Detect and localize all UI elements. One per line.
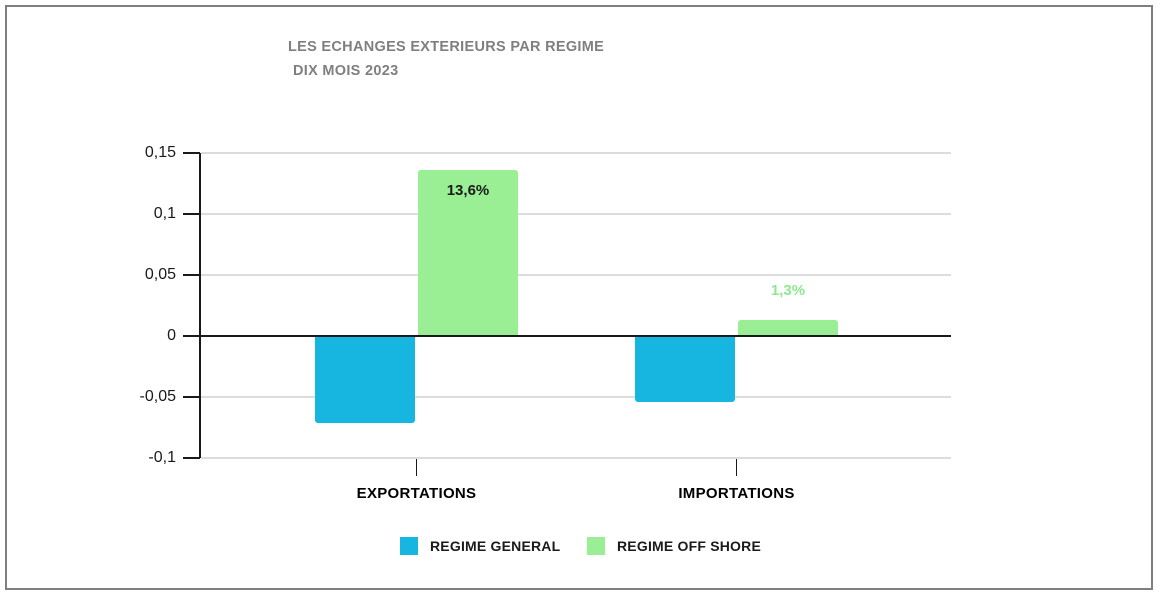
y-axis-label: -0,1	[148, 449, 176, 466]
bar-data-label-importations: 1,3%	[770, 282, 806, 300]
y-axis-label: 0,1	[153, 205, 176, 222]
legend-item-regime-general: REGIME GENERAL	[400, 536, 560, 556]
y-axis-line	[199, 153, 201, 458]
bar-data-label-exportations: 13,6%	[446, 182, 490, 200]
bar-regime-off-shore-exportations	[418, 170, 518, 336]
category-label-importations: IMPORTATIONS	[678, 485, 795, 502]
y-axis-label: -0,05	[139, 388, 176, 405]
legend-swatch-regime-general	[400, 537, 418, 555]
chart-title: LES ECHANGES EXTERIEURS PAR REGIME	[288, 39, 605, 55]
y-axis-label: 0,15	[144, 144, 176, 161]
x-axis-tick-importations	[735, 459, 738, 476]
category-label-exportations: EXPORTATIONS	[356, 485, 477, 502]
gridline	[201, 396, 951, 398]
legend-swatch-regime-off-shore	[587, 537, 605, 555]
legend-label-regime-general: REGIME GENERAL	[430, 538, 561, 554]
gridline	[201, 457, 951, 459]
y-axis-label: 0	[167, 327, 176, 344]
chart-border	[5, 5, 1153, 590]
gridline	[201, 152, 951, 154]
legend-label-regime-off-shore: REGIME OFF SHORE	[617, 538, 761, 554]
bar-regime-general-importations	[635, 336, 735, 402]
x-axis-zero-line	[200, 335, 951, 337]
bar-regime-off-shore-importations	[738, 320, 838, 336]
y-axis-tick	[183, 396, 200, 398]
x-axis-tick-exportations	[415, 459, 418, 476]
y-axis-tick	[183, 274, 200, 276]
y-axis-tick	[183, 152, 200, 154]
y-axis-label: 0,05	[144, 266, 176, 283]
y-axis-tick	[183, 335, 200, 337]
chart-subtitle: DIX MOIS 2023	[293, 63, 399, 79]
gridline	[201, 274, 951, 276]
bar-regime-general-exportations	[315, 336, 415, 423]
gridline	[201, 213, 951, 215]
legend-item-regime-off-shore: REGIME OFF SHORE	[587, 536, 761, 556]
y-axis-tick	[183, 457, 200, 459]
y-axis-tick	[183, 213, 200, 215]
